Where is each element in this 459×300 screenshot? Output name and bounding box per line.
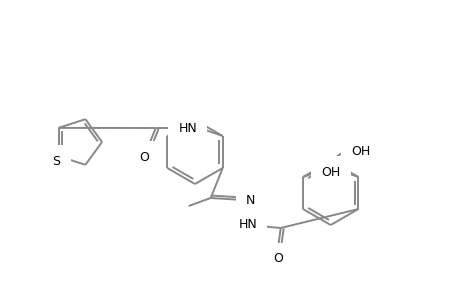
Text: S: S xyxy=(52,154,61,168)
Text: HN: HN xyxy=(238,218,257,230)
Text: OH: OH xyxy=(350,145,369,158)
Text: O: O xyxy=(272,253,282,266)
Text: HN: HN xyxy=(178,122,196,134)
Text: OH: OH xyxy=(321,166,340,178)
Text: O: O xyxy=(139,151,148,164)
Text: HO: HO xyxy=(320,166,339,178)
Text: N: N xyxy=(246,194,255,206)
